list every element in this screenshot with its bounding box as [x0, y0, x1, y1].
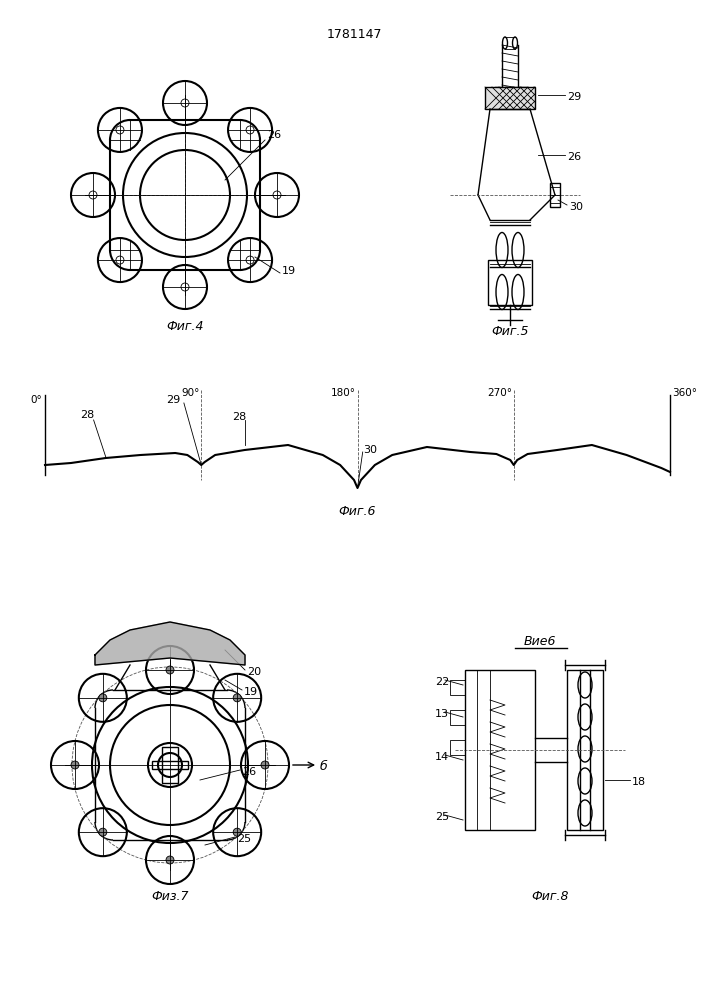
Bar [485, 87, 535, 109]
Text: Фиг.8: Фиг.8 [531, 890, 568, 903]
Text: Фиг.5: Фиг.5 [491, 325, 529, 338]
Text: 0°: 0° [30, 395, 42, 405]
Text: 14: 14 [435, 752, 449, 762]
Bar [152, 761, 188, 769]
Text: 180°: 180° [330, 388, 356, 398]
Text: 30: 30 [363, 445, 377, 455]
Text: 18: 18 [632, 777, 646, 787]
Text: 29: 29 [567, 92, 581, 102]
Text: б: б [320, 760, 328, 773]
Text: 270°: 270° [486, 388, 512, 398]
Text: 26: 26 [267, 130, 281, 140]
Bar [567, 670, 603, 830]
Bar [550, 183, 560, 207]
Bar [488, 260, 532, 305]
Text: 19: 19 [244, 687, 258, 697]
Text: 22: 22 [435, 677, 449, 687]
Circle shape [166, 666, 174, 674]
Text: 360°: 360° [672, 388, 697, 398]
Circle shape [99, 694, 107, 702]
Text: Физ.7: Физ.7 [151, 890, 189, 903]
Text: 29: 29 [167, 395, 181, 405]
Bar [450, 710, 465, 725]
Text: 20: 20 [247, 667, 261, 677]
Circle shape [233, 694, 241, 702]
Bar [465, 670, 535, 830]
Text: 13: 13 [435, 709, 449, 719]
Circle shape [166, 856, 174, 864]
Circle shape [99, 828, 107, 836]
Text: 26: 26 [242, 767, 256, 777]
Circle shape [261, 761, 269, 769]
Bar [450, 680, 465, 695]
Circle shape [233, 828, 241, 836]
Text: 30: 30 [569, 202, 583, 212]
Text: 90°: 90° [181, 388, 199, 398]
Text: 26: 26 [567, 152, 581, 162]
Text: Фиг.4: Фиг.4 [166, 320, 204, 333]
Text: 28: 28 [80, 410, 94, 420]
Text: 25: 25 [435, 812, 449, 822]
Text: Вие6: Вие6 [524, 635, 556, 648]
Text: Фиг.6: Фиг.6 [339, 505, 376, 518]
Bar [450, 740, 465, 755]
Text: 28: 28 [233, 412, 247, 422]
Circle shape [71, 761, 79, 769]
Text: 19: 19 [282, 266, 296, 276]
Text: 1781147: 1781147 [326, 28, 382, 41]
Polygon shape [95, 622, 245, 665]
Text: 25: 25 [237, 834, 251, 844]
Bar [162, 747, 178, 783]
